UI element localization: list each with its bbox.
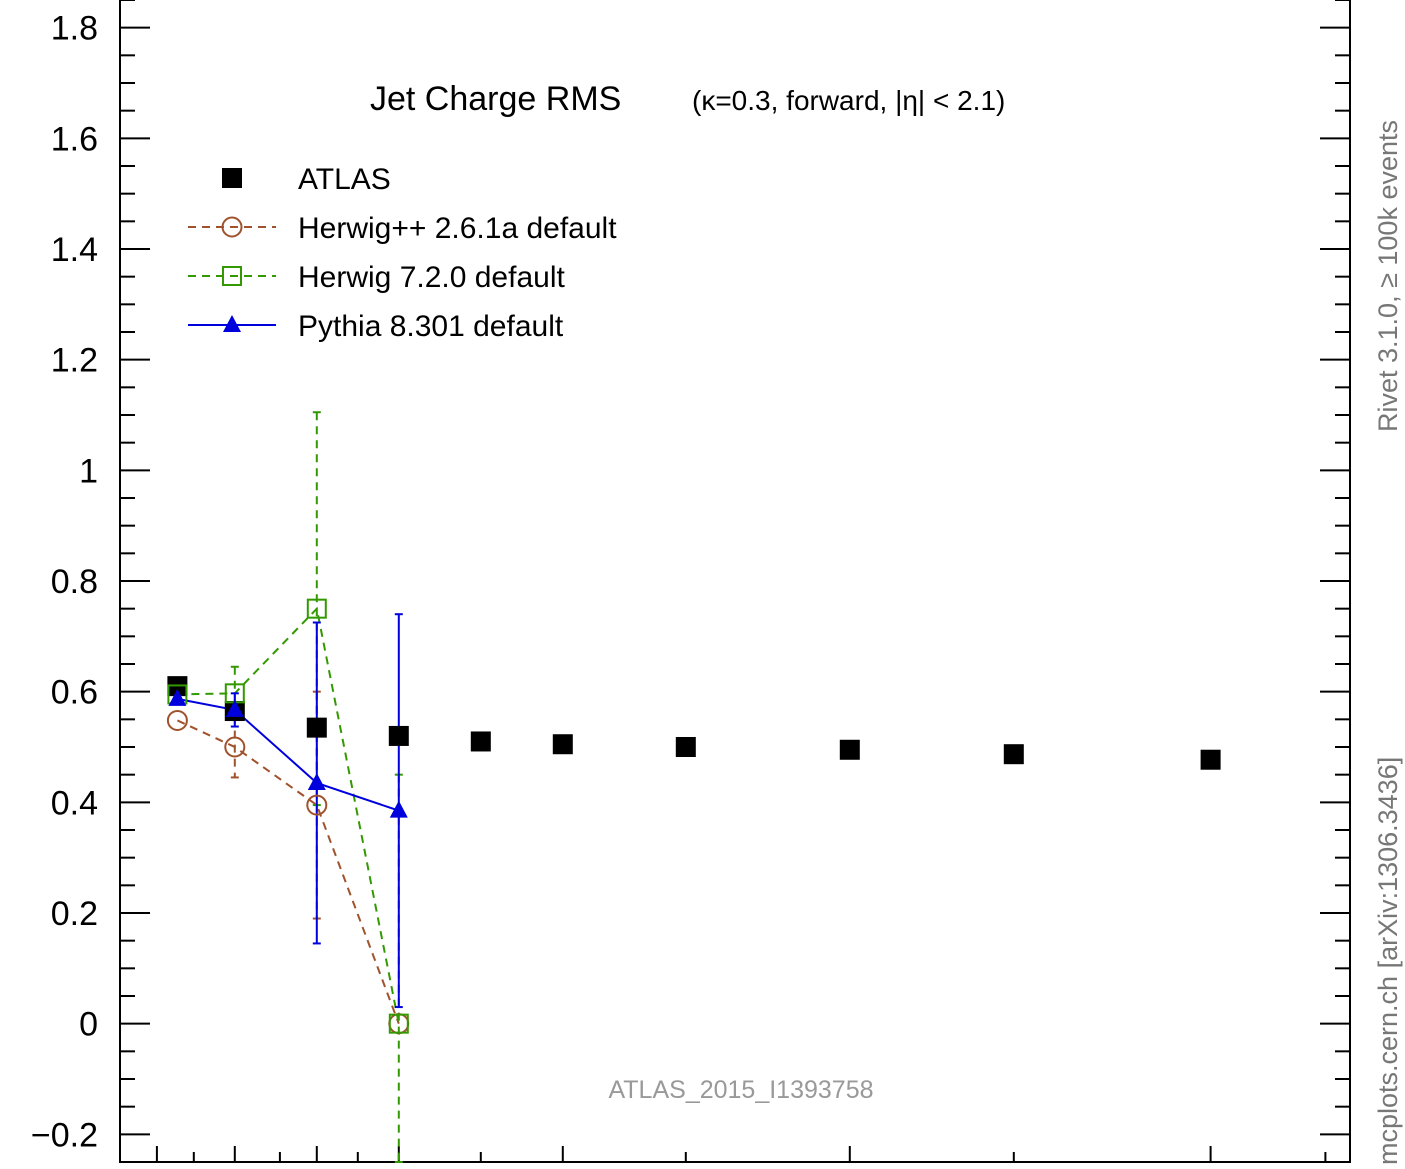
y-tick-label: 1.6 xyxy=(51,120,98,158)
series-line xyxy=(177,697,400,812)
y-tick-label: 1.2 xyxy=(51,342,98,380)
atlas-point xyxy=(552,734,573,755)
data-point xyxy=(224,736,246,758)
legend-marker xyxy=(222,266,242,286)
legend-entry: ATLAS xyxy=(222,163,391,196)
legend: ATLAS Herwig++ 2.6.1a default Herwig 7.2.0… xyxy=(188,163,617,343)
atlas-point xyxy=(675,737,696,757)
series-1 xyxy=(176,690,400,1025)
data-point xyxy=(388,1013,409,1034)
y-tick-label: 0.8 xyxy=(51,563,98,601)
atlas-point xyxy=(1200,749,1221,770)
series-markers-2 xyxy=(167,598,409,1034)
legend-label: Pythia 8.301 default xyxy=(298,310,564,343)
data-point xyxy=(168,688,187,706)
side-text-rivet: Rivet 3.1.0, ≥ 100k events xyxy=(1373,120,1403,432)
data-point xyxy=(225,699,244,717)
atlas-point xyxy=(470,731,491,752)
atlas-point xyxy=(839,739,860,760)
data-point xyxy=(306,598,327,619)
legend-entry: Herwig++ 2.6.1a default xyxy=(188,212,617,245)
legend-label: Herwig 7.2.0 default xyxy=(298,261,565,294)
series-markers-3 xyxy=(168,688,408,818)
watermark: ATLAS_2015_I1393758 xyxy=(608,1076,873,1104)
data-series xyxy=(166,411,1221,1163)
y-tick-label: 1.4 xyxy=(51,231,98,269)
data-point xyxy=(389,800,408,818)
data-point xyxy=(306,794,328,816)
atlas-point xyxy=(306,717,327,738)
y-tick-label: 1 xyxy=(79,452,98,490)
legend-label: Herwig++ 2.6.1a default xyxy=(298,212,617,245)
y-tick-label: 0.6 xyxy=(51,674,98,712)
y-tick-label: 1.8 xyxy=(51,10,98,48)
series-line xyxy=(177,606,400,1024)
chart-title: Jet Charge RMS xyxy=(370,80,621,118)
legend-marker xyxy=(223,315,241,332)
atlas-point xyxy=(388,725,409,746)
series-3 xyxy=(177,613,403,1009)
y-axis-tick-labels: −0.2 0 0.2 0.4 0.6 0.8 1 1.2 1.4 1.6 1.8 xyxy=(31,10,98,1155)
data-point xyxy=(166,709,188,731)
side-text-mcplots: mcplots.cern.ch [arXiv:1306.3436] xyxy=(1373,757,1403,1165)
atlas-point xyxy=(1003,744,1024,765)
series-atlas xyxy=(167,676,1221,770)
legend-label: ATLAS xyxy=(298,163,391,196)
y-axis-ticks xyxy=(120,0,1350,1163)
legend-marker xyxy=(222,168,242,188)
legend-entry: Pythia 8.301 default xyxy=(188,310,564,343)
y-tick-label: 0.2 xyxy=(51,895,98,933)
legend-entry: Herwig 7.2.0 default xyxy=(188,261,565,294)
y-tick-label: 0.4 xyxy=(51,784,98,822)
chart-subtitle: (κ=0.3, forward, |η| < 2.1) xyxy=(692,85,1005,116)
y-tick-label: 0 xyxy=(79,1006,98,1044)
y-tick-label: −0.2 xyxy=(31,1116,98,1154)
legend-marker xyxy=(221,216,243,238)
data-point xyxy=(307,772,326,790)
series-line xyxy=(176,719,400,1025)
series-markers-1 xyxy=(166,709,410,1035)
